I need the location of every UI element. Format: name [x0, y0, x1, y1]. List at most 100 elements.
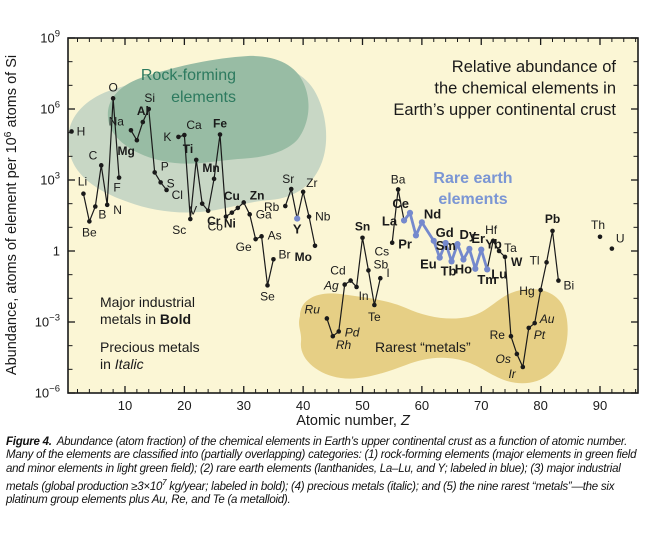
element-label-H: H [77, 124, 86, 138]
element-label-Sn: Sn [355, 220, 370, 234]
element-label-Eu: Eu [420, 257, 437, 272]
element-label-Hg: Hg [519, 284, 534, 298]
data-point-Mo [312, 243, 318, 249]
element-label-O: O [108, 80, 117, 94]
y-axis-label: Abundance, atoms of element per 106 atom… [2, 55, 20, 375]
x-axis-label: Atomic number, Z [296, 413, 411, 429]
data-point-Hf [490, 238, 496, 244]
data-point-Eu [436, 254, 443, 261]
data-point-Pb [550, 228, 555, 234]
data-point-Ba [395, 187, 401, 192]
data-point-Rb [283, 203, 288, 209]
element-label-Pr: Pr [398, 236, 412, 251]
element-label-Na: Na [109, 114, 125, 128]
data-point-Ga [247, 212, 252, 217]
figure-caption-text-2: kg/year; labeled in bold); (4) precious … [6, 481, 615, 507]
data-point-Te [372, 302, 377, 308]
element-label-Ru: Ru [305, 302, 321, 316]
element-label-Cd: Cd [330, 264, 345, 278]
data-point-H [69, 129, 74, 134]
data-point-Br [271, 256, 276, 262]
element-label-Mn: Mn [202, 161, 219, 175]
element-label-Dy: Dy [460, 227, 477, 242]
element-label-La: La [382, 213, 398, 228]
chart-generated-content: 10 20 30 40 50 60 70 80 90 109 106 103 1 10−3 10−6 H Li B… [35, 29, 638, 413]
element-label-Zn: Zn [250, 188, 265, 202]
data-point-Pd [336, 329, 342, 334]
data-point-Pr [412, 232, 420, 239]
x-axis-label-var: Z [400, 413, 411, 429]
data-point-Bi [556, 278, 561, 283]
element-label-Ho: Ho [455, 262, 472, 277]
element-label-Ga: Ga [256, 207, 272, 221]
data-point-La [400, 217, 408, 224]
x-tick-label-40: 40 [296, 398, 310, 413]
rock-forming-label-line1: Rock-forming [141, 67, 236, 84]
data-point-Ir [520, 364, 526, 370]
industrial-metals-note-line1: Major industrial [100, 294, 195, 310]
data-point-Os [514, 351, 520, 357]
element-label-Mg: Mg [118, 144, 135, 158]
data-point-Sr [288, 186, 294, 192]
x-tick-label-20: 20 [177, 398, 191, 413]
element-label-Hf: Hf [485, 223, 498, 237]
element-label-Os: Os [496, 352, 511, 366]
data-point-F [116, 175, 122, 180]
data-point-P [152, 170, 157, 175]
element-label-Sb: Sb [373, 257, 388, 271]
element-label-Li: Li [78, 175, 87, 189]
rarest-metals-label: Rarest “metals” [375, 339, 471, 355]
x-axis-label-text: Atomic number, [296, 413, 401, 429]
data-point-Ni [229, 210, 235, 215]
element-label-Ta: Ta [504, 241, 517, 255]
plot-frame [67, 37, 639, 394]
y-tick-label--3: 10−3 [35, 313, 60, 330]
element-label-Fe: Fe [213, 117, 227, 131]
element-label-U: U [616, 232, 625, 246]
data-point-Y [294, 215, 301, 222]
data-point-Al [140, 119, 146, 125]
element-label-Zr: Zr [306, 176, 317, 190]
y-tick-label-3: 103 [40, 171, 60, 188]
data-point-Na [128, 128, 134, 133]
element-label-Cu: Cu [224, 189, 240, 203]
element-label-Pd: Pd [345, 325, 360, 339]
y-axis-label-suffix: atoms of Si [4, 55, 20, 132]
data-point-Nd [418, 219, 425, 226]
element-label-Er: Er [471, 231, 485, 246]
element-label-Ge: Ge [236, 240, 252, 254]
data-point-C [98, 163, 104, 168]
element-label-Au: Au [539, 312, 555, 326]
data-point-Cu [235, 205, 241, 211]
data-point-Re [508, 333, 514, 339]
series-segment-3 [284, 188, 316, 246]
element-label-Nb: Nb [315, 210, 331, 224]
x-tick-label-30: 30 [237, 398, 251, 413]
rock-forming-major-region [107, 55, 309, 164]
element-label-S: S [167, 176, 175, 190]
data-point-I [378, 275, 383, 281]
data-point-Ru [324, 316, 330, 321]
element-label-Mo: Mo [295, 250, 312, 264]
element-label-N: N [113, 203, 122, 217]
rarest-metals-region [299, 288, 568, 384]
data-point-Cl [164, 187, 169, 193]
data-point-Tm [472, 265, 479, 272]
element-label-W: W [511, 255, 523, 269]
element-label-Co: Co [208, 220, 224, 234]
element-label-Ir: Ir [508, 367, 516, 381]
element-label-Ca: Ca [186, 118, 202, 132]
element-label-Ce: Ce [392, 196, 409, 211]
element-label-Ba: Ba [391, 172, 406, 186]
element-label-Sr: Sr [282, 172, 294, 186]
precious-metals-note-line2: in Italic [100, 356, 144, 372]
element-label-I: I [386, 266, 389, 280]
data-point-Cd [348, 278, 353, 283]
rare-earth-label-line1: Rare earth [433, 170, 512, 187]
x-tick-label-50: 50 [355, 398, 369, 413]
y-axis-label-sup: 6 [2, 131, 14, 137]
element-label-V: V [189, 204, 197, 218]
data-point-Se [265, 283, 270, 288]
y-tick-label-0: 1 [53, 244, 60, 259]
